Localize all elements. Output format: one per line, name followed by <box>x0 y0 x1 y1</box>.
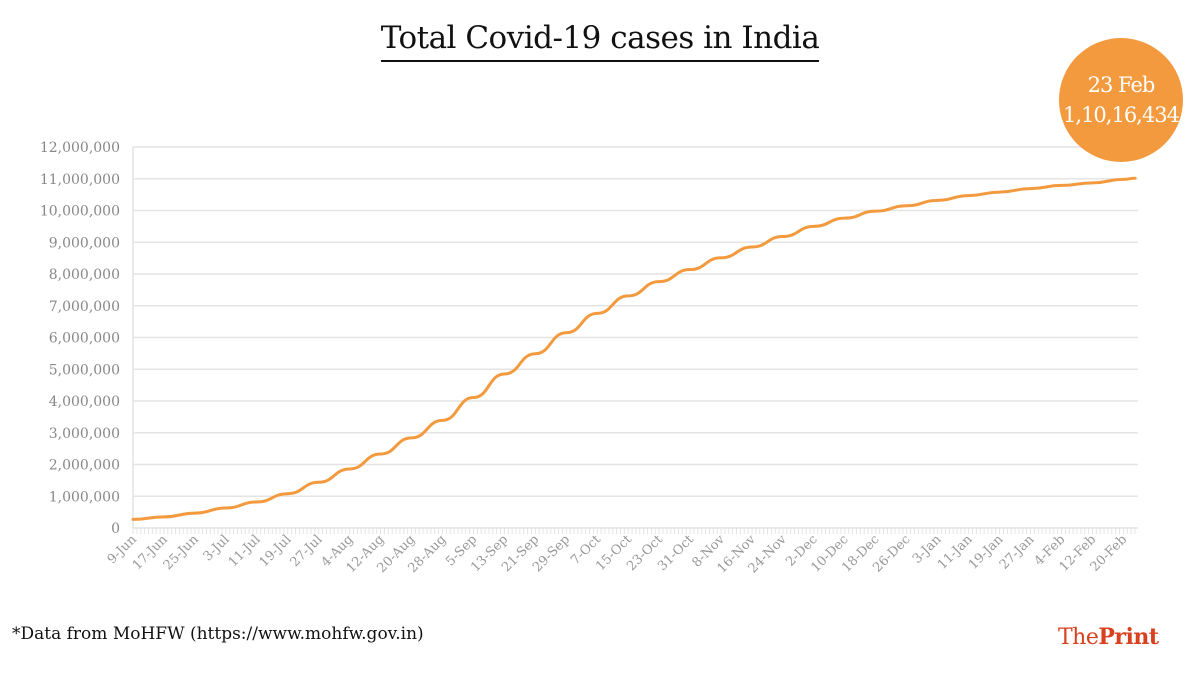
x-tick-label: 27-Jul <box>288 532 326 570</box>
x-tick-label: 31-Oct <box>655 532 697 574</box>
y-tick-label: 6,000,000 <box>49 331 120 347</box>
cases-line <box>131 176 1137 521</box>
y-tick-label: 8,000,000 <box>49 267 120 283</box>
x-tick-label: 27-Jan <box>997 532 1038 573</box>
chart-title: Total Covid-19 cases in India <box>0 20 1200 62</box>
logo-print: Print <box>1098 624 1159 650</box>
y-tick-label: 1,000,000 <box>49 489 120 505</box>
theprint-logo: ThePrint <box>1058 624 1159 650</box>
y-tick-label: 4,000,000 <box>49 394 120 410</box>
y-tick-label: 10,000,000 <box>40 204 120 220</box>
y-tick-label: 11,000,000 <box>40 172 120 188</box>
x-tick-label: 19-Jul <box>257 532 295 570</box>
y-tick-label: 5,000,000 <box>49 362 120 378</box>
y-tick-label: 9,000,000 <box>49 235 120 251</box>
chart-title-text: Total Covid-19 cases in India <box>380 20 820 62</box>
x-tick-label: 25-Jun <box>161 532 202 573</box>
bubble-value: 1,10,16,434 <box>1063 103 1180 127</box>
y-tick-label: 3,000,000 <box>49 426 120 442</box>
y-tick-label: 0 <box>111 521 120 537</box>
x-tick-label: 11-Jul <box>226 532 264 570</box>
logo-the: The <box>1058 625 1099 650</box>
y-tick-label: 2,000,000 <box>49 458 120 474</box>
source-note: *Data from MoHFW (https://www.mohfw.gov.… <box>12 624 424 644</box>
y-tick-label: 12,000,000 <box>40 140 120 156</box>
y-tick-label: 7,000,000 <box>49 299 120 315</box>
latest-value-bubble: 23 Feb 1,10,16,434 <box>1059 38 1183 162</box>
bubble-date: 23 Feb <box>1087 73 1156 97</box>
